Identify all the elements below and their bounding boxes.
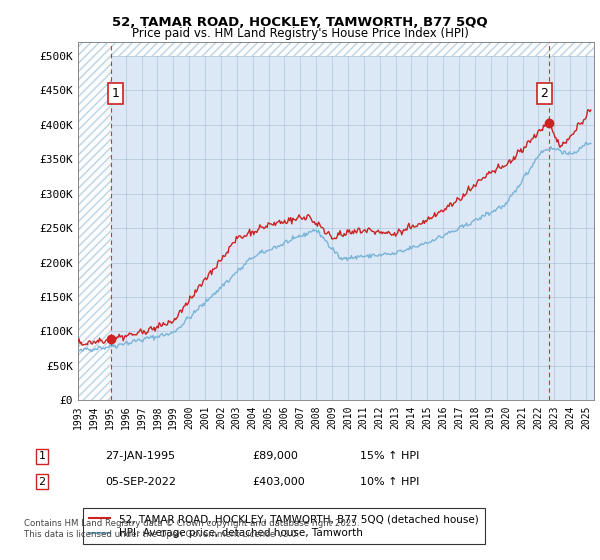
Text: 27-JAN-1995: 27-JAN-1995 <box>105 451 175 461</box>
Text: 15% ↑ HPI: 15% ↑ HPI <box>360 451 419 461</box>
Text: 05-SEP-2022: 05-SEP-2022 <box>105 477 176 487</box>
Text: 1: 1 <box>38 451 46 461</box>
Text: 2: 2 <box>541 87 548 100</box>
Text: Contains HM Land Registry data © Crown copyright and database right 2025.
This d: Contains HM Land Registry data © Crown c… <box>24 520 359 539</box>
FancyBboxPatch shape <box>78 42 111 400</box>
Text: 52, TAMAR ROAD, HOCKLEY, TAMWORTH, B77 5QQ: 52, TAMAR ROAD, HOCKLEY, TAMWORTH, B77 5… <box>112 16 488 29</box>
Legend: 52, TAMAR ROAD, HOCKLEY, TAMWORTH, B77 5QQ (detached house), HPI: Average price,: 52, TAMAR ROAD, HOCKLEY, TAMWORTH, B77 5… <box>83 508 485 544</box>
Text: 1: 1 <box>112 87 119 100</box>
Text: £403,000: £403,000 <box>252 477 305 487</box>
FancyBboxPatch shape <box>78 42 594 56</box>
Text: 2: 2 <box>38 477 46 487</box>
Text: Price paid vs. HM Land Registry's House Price Index (HPI): Price paid vs. HM Land Registry's House … <box>131 27 469 40</box>
Text: £89,000: £89,000 <box>252 451 298 461</box>
Text: 10% ↑ HPI: 10% ↑ HPI <box>360 477 419 487</box>
